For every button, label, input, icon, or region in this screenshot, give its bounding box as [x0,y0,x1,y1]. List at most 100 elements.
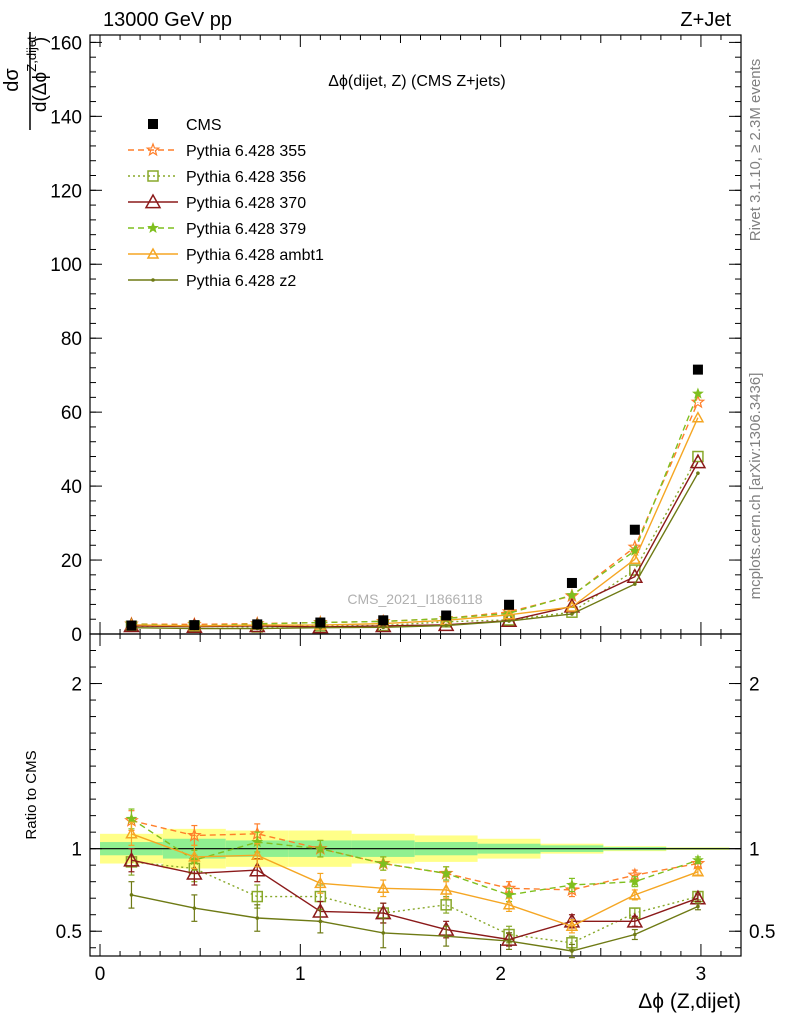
main-data-point [504,599,515,610]
ratio-data-point [376,881,390,894]
ratio-data-point [251,890,264,903]
ratio-series-line [131,819,699,891]
legend-marker [146,247,160,259]
ratio-data-point [314,876,327,889]
main-data-point [502,608,516,620]
ratio-data-point [566,878,578,891]
ratio-series-5 [128,881,701,959]
ratio-data-point [381,931,386,935]
main-y-tick-label: 0 [71,625,82,646]
legend-label: CMS [186,117,222,134]
main-data-point [629,524,640,535]
main-series-line [131,417,699,627]
x-tick-label: 0 [95,964,106,985]
svg-text:Z,dijet: Z,dijet [24,36,39,72]
ratio-data-point [628,888,642,900]
mcplots-side-text: mcplots.cern.ch [arXiv:1306.3436] [747,373,764,600]
chart-title: Δϕ(dijet, Z) (CMS Z+jets) [328,73,505,90]
ratio-panel: 0.5 0.5 1 1 2 2 0 1 2 3 [56,633,775,985]
ratio-data-point [188,850,201,862]
legend-label: Pythia 6.428 z2 [186,273,296,290]
ratio-data-point [125,827,138,839]
analysis-watermark: CMS_2021_I1866118 [347,591,482,607]
header-left: 13000 GeV pp [103,9,232,31]
main-y-tick-label: 160 [50,33,82,54]
main-data-point [696,471,700,475]
main-data-point [633,582,637,586]
ratio-data-point [187,827,202,842]
ratio-series-2 [123,848,707,947]
main-data-point [252,619,263,630]
ratio-y-tick-label-right: 1 [749,840,760,861]
legend-marker [145,142,161,157]
ratio-data-point [377,857,390,869]
ratio-series-line [131,861,699,944]
main-data-point [692,387,704,399]
legend-entry: Pythia 6.428 ambt1 [128,247,324,264]
ratio-series-line [131,859,699,941]
ratio-data-point [564,882,580,897]
x-tick-label: 2 [495,964,506,985]
main-data-point [444,623,448,628]
legend: CMS Pythia 6.428 355 Pythia 6.428 356 Pythi… [128,117,324,290]
main-series-0 [126,364,703,631]
x-tick-label: 1 [295,964,306,985]
main-y-tick-label: 40 [61,477,82,498]
ratio-data-point [123,851,140,867]
legend-entry: Pythia 6.428 z2 [128,273,296,290]
ratio-data-point [125,812,138,824]
main-data-point [566,577,577,588]
ratio-data-point [255,916,260,920]
header-right: Z+Jet [680,9,731,31]
main-data-point [566,588,578,601]
ratio-data-point [502,898,516,910]
main-y-tick-label: 140 [50,107,82,128]
ratio-y-tick-label: 1 [71,840,82,861]
main-y-tick-label: 20 [61,551,82,572]
main-data-point [378,615,389,626]
legend-marker [144,193,162,209]
legend-entry: CMS [148,117,222,134]
main-y-tick-label: 60 [61,403,82,424]
main-panel: 0 20 40 60 80 100 120 140 160 [50,33,742,646]
ratio-data-point [248,861,266,877]
ratio-data-point [186,864,203,880]
main-data-point [628,552,642,565]
ratio-data-point [439,883,453,895]
ratio-plot-frame [89,633,742,957]
main-data-point [628,544,641,556]
main-series-line [131,472,699,630]
main-data-point [629,564,641,576]
x-axis-label: Δϕ (Z,dijet) [638,990,741,1013]
ratio-y-tick-label: 2 [71,675,82,696]
ratio-data-point [696,904,700,909]
ratio-data-point [440,899,452,911]
legend-marker [148,119,158,129]
ratio-data-point [626,912,644,928]
main-data-point [126,620,137,631]
ratio-data-point [507,939,511,943]
svg-text:d(Δϕ: d(Δϕ [30,72,51,112]
ratio-series-line [131,833,699,928]
legend-entry: Pythia 6.428 379 [128,221,306,238]
svg-text:dσ: dσ [1,68,23,92]
legend-entry: Pythia 6.428 370 [128,193,306,212]
main-series-line [131,461,699,628]
svg-text:): ) [30,37,51,43]
main-y-axis-label: dσ d(Δϕ Z,dijet ) [1,32,51,130]
legend-entry: Pythia 6.428 356 [128,169,306,186]
legend-label: Pythia 6.428 379 [186,221,306,238]
ratio-data-point [318,919,323,924]
main-y-tick-label: 100 [50,255,82,276]
legend-marker [151,278,155,282]
legend-entry: Pythia 6.428 355 [128,142,306,160]
ratio-y-tick-label: 0.5 [56,922,82,943]
main-data-point [690,394,706,409]
legend-label: Pythia 6.428 ambt1 [186,247,324,264]
ratio-series-line [131,894,699,952]
ratio-series-4 [125,821,705,934]
main-data-point [565,600,579,612]
legend-label: Pythia 6.428 370 [186,195,306,212]
ratio-data-point [503,888,515,900]
